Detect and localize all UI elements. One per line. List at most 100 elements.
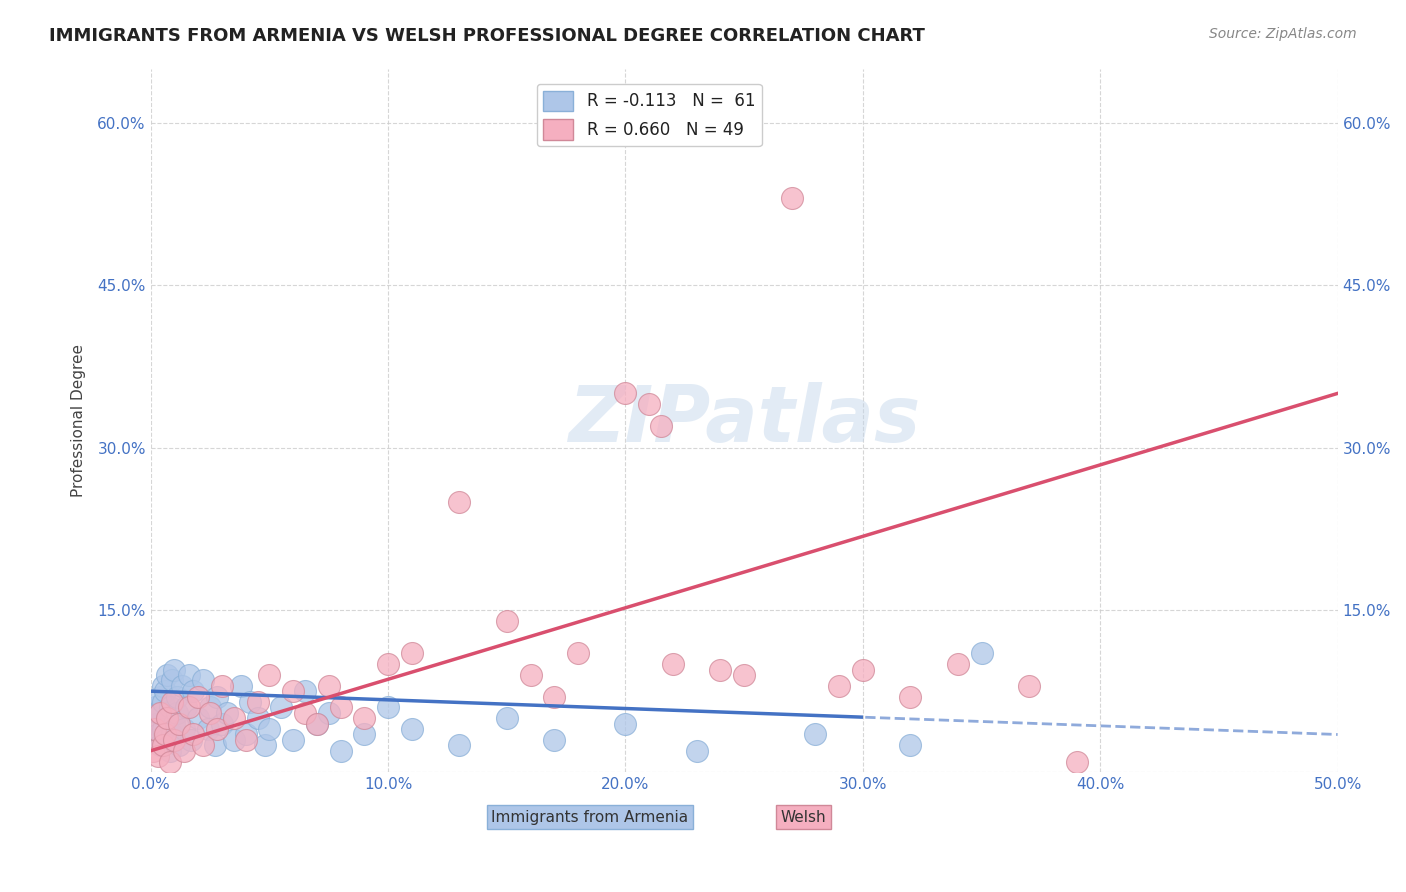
Point xyxy=(270,700,292,714)
Point xyxy=(204,739,226,753)
Point xyxy=(281,684,304,698)
Point xyxy=(167,716,190,731)
Point xyxy=(377,700,399,714)
Point xyxy=(898,739,921,753)
Point xyxy=(401,722,423,736)
Point xyxy=(222,733,245,747)
Point xyxy=(145,700,167,714)
Point xyxy=(156,711,179,725)
Point xyxy=(235,727,257,741)
Point xyxy=(495,614,517,628)
Point xyxy=(567,646,589,660)
Text: Source: ZipAtlas.com: Source: ZipAtlas.com xyxy=(1209,27,1357,41)
Point xyxy=(145,716,167,731)
Point xyxy=(159,744,181,758)
Point xyxy=(353,711,375,725)
Point xyxy=(198,706,221,720)
Point xyxy=(211,716,233,731)
Point xyxy=(294,706,316,720)
Point xyxy=(662,657,685,672)
Point xyxy=(239,695,262,709)
Point xyxy=(152,722,174,736)
Point xyxy=(166,690,188,704)
Point xyxy=(173,744,195,758)
Point xyxy=(804,727,827,741)
Point xyxy=(170,679,193,693)
Point xyxy=(211,679,233,693)
Point xyxy=(377,657,399,672)
Text: Immigrants from Armenia: Immigrants from Armenia xyxy=(491,810,689,825)
Point xyxy=(246,711,269,725)
Point xyxy=(191,739,214,753)
Point xyxy=(183,727,205,741)
Point xyxy=(253,739,276,753)
Point xyxy=(401,646,423,660)
Point xyxy=(828,679,851,693)
Point xyxy=(142,744,165,758)
Point xyxy=(183,684,205,698)
Point xyxy=(159,755,181,769)
Point xyxy=(173,722,195,736)
Point xyxy=(153,684,176,698)
Point xyxy=(187,711,209,725)
Point xyxy=(318,679,340,693)
Point xyxy=(294,684,316,698)
Point xyxy=(519,668,541,682)
Point xyxy=(305,716,328,731)
Point xyxy=(709,663,731,677)
Point xyxy=(160,673,183,688)
Text: ZIPatlas: ZIPatlas xyxy=(568,383,921,458)
Point xyxy=(160,695,183,709)
Text: Welsh: Welsh xyxy=(780,810,827,825)
Point xyxy=(246,695,269,709)
Point xyxy=(614,716,637,731)
Point xyxy=(159,700,181,714)
Point xyxy=(650,418,672,433)
Point xyxy=(163,716,186,731)
Point xyxy=(156,711,179,725)
Point xyxy=(318,706,340,720)
Point xyxy=(205,722,228,736)
Legend: R = -0.113   N =  61, R = 0.660   N = 49: R = -0.113 N = 61, R = 0.660 N = 49 xyxy=(537,84,762,146)
Point xyxy=(156,668,179,682)
Point xyxy=(180,733,202,747)
Point xyxy=(163,733,186,747)
Point xyxy=(852,663,875,677)
Point xyxy=(329,700,352,714)
Point xyxy=(543,690,565,704)
Point xyxy=(149,739,172,753)
Point xyxy=(152,739,174,753)
Point xyxy=(176,700,198,714)
Point xyxy=(149,690,172,704)
Point xyxy=(163,663,186,677)
Point xyxy=(160,727,183,741)
Point xyxy=(153,727,176,741)
Point xyxy=(495,711,517,725)
Point xyxy=(191,673,214,688)
Point xyxy=(145,722,167,736)
Point xyxy=(177,668,200,682)
Y-axis label: Professional Degree: Professional Degree xyxy=(72,344,86,497)
Point xyxy=(898,690,921,704)
Point xyxy=(733,668,755,682)
Point xyxy=(198,700,221,714)
Point xyxy=(686,744,709,758)
Point xyxy=(946,657,969,672)
Point xyxy=(614,386,637,401)
Point xyxy=(449,739,471,753)
Point xyxy=(1018,679,1040,693)
Point xyxy=(970,646,993,660)
Point xyxy=(543,733,565,747)
Point xyxy=(146,706,169,720)
Point xyxy=(305,716,328,731)
Point xyxy=(142,733,165,747)
Text: IMMIGRANTS FROM ARMENIA VS WELSH PROFESSIONAL DEGREE CORRELATION CHART: IMMIGRANTS FROM ARMENIA VS WELSH PROFESS… xyxy=(49,27,925,45)
Point xyxy=(187,690,209,704)
Point xyxy=(152,695,174,709)
Point xyxy=(215,706,238,720)
Point xyxy=(146,749,169,764)
Point xyxy=(235,733,257,747)
Point xyxy=(353,727,375,741)
Point xyxy=(638,397,661,411)
Point xyxy=(149,706,172,720)
